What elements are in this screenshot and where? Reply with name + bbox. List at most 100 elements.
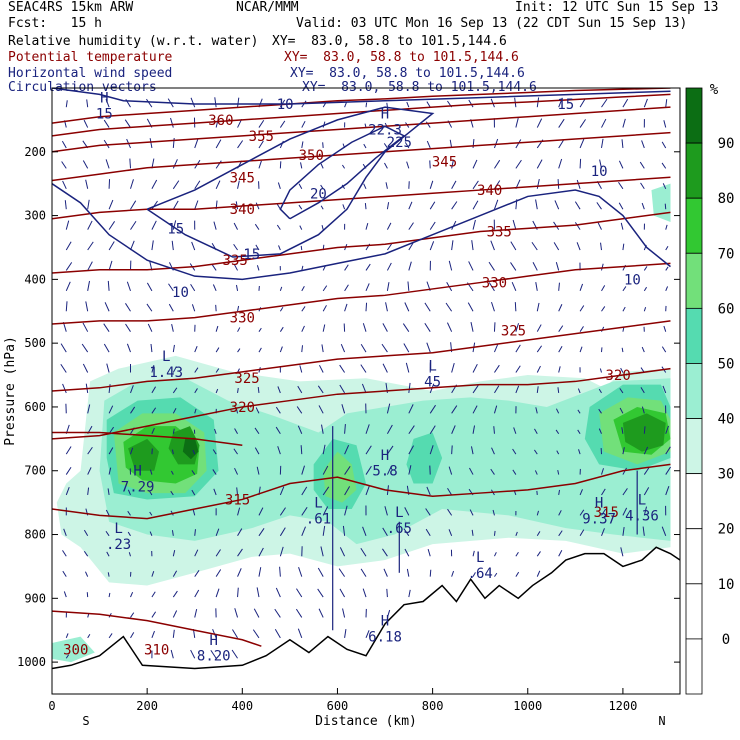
vector-arrow — [191, 304, 196, 312]
vector-arrow — [108, 467, 112, 475]
vector-arrow — [429, 569, 432, 577]
theta-label: 330 — [482, 276, 507, 292]
vector-arrow — [472, 405, 478, 414]
institution-label: NCAR/MMM — [236, 0, 299, 15]
vector-arrow — [579, 529, 585, 537]
vector-arrow — [322, 444, 326, 455]
vector-arrow — [105, 530, 110, 537]
vector-arrow — [472, 180, 479, 190]
vector-arrow — [254, 427, 260, 435]
vector-arrow — [536, 510, 539, 516]
vector-arrow — [532, 262, 538, 271]
theta-label: 345 — [230, 170, 255, 186]
vector-arrow — [665, 224, 668, 230]
colorbar-label: 30 — [718, 467, 735, 483]
vector-arrow — [555, 408, 560, 414]
vector-arrow — [297, 385, 303, 394]
vector-arrow — [344, 505, 348, 516]
vector-arrow — [171, 530, 174, 536]
vector-arrow — [451, 180, 457, 190]
vector-arrow — [472, 572, 476, 577]
vector-arrow — [386, 262, 392, 271]
colorbar-label: 10 — [718, 577, 735, 593]
colorbar-label: 20 — [718, 522, 735, 538]
rh-region-40 — [99, 378, 671, 545]
theta-contour-335 — [52, 211, 671, 274]
vector-arrow — [301, 506, 308, 516]
vector-arrow — [451, 570, 455, 577]
vector-arrow — [601, 488, 606, 496]
vector-arrow — [406, 101, 410, 108]
vector-arrow — [536, 118, 543, 128]
vector-arrow — [275, 406, 281, 414]
vector-arrow — [512, 469, 517, 475]
x-tick-label: 200 — [136, 699, 158, 713]
vector-arrow — [386, 403, 391, 414]
vector-arrow — [258, 567, 262, 577]
vector-arrow — [274, 629, 281, 639]
vector-arrow — [490, 468, 495, 475]
vector-arrow — [279, 527, 286, 537]
vector-arrow — [317, 588, 324, 598]
vector-arrow — [429, 241, 435, 251]
colorbar-box — [685, 307, 703, 364]
rh-region-50 — [406, 432, 443, 484]
vector-arrow — [386, 202, 390, 210]
vector-arrow — [320, 546, 324, 557]
theta-label: 325 — [234, 371, 259, 387]
vector-arrow — [424, 302, 431, 312]
vector-arrow — [87, 487, 90, 496]
vector-arrow — [342, 608, 346, 618]
vector-arrow — [237, 348, 241, 353]
vector-arrow — [643, 467, 650, 475]
vector-arrow — [515, 531, 518, 536]
vector-arrow — [127, 489, 131, 496]
vector-arrow — [235, 284, 239, 291]
vector-arrow — [254, 447, 260, 455]
vector-arrow — [168, 283, 174, 292]
vector-arrow — [536, 178, 540, 189]
vector-arrow — [661, 346, 667, 353]
vector-arrow — [536, 531, 541, 537]
vector-arrow — [425, 508, 431, 516]
y-tick-label: 800 — [24, 528, 46, 542]
vector-arrow — [406, 161, 410, 169]
vector-arrow — [151, 364, 155, 373]
vector-arrow — [557, 179, 560, 189]
vector-arrow — [620, 547, 624, 557]
vector-arrow — [598, 428, 602, 434]
wind-label: 10 — [624, 272, 641, 288]
vector-arrow — [365, 263, 371, 271]
vector-arrow — [124, 119, 131, 128]
vector-arrow — [194, 589, 200, 598]
extremum-value: 45 — [424, 374, 441, 390]
vector-arrow — [665, 266, 669, 271]
vector-arrow — [65, 301, 68, 312]
vector-arrow — [579, 346, 583, 353]
vector-arrow — [190, 283, 196, 292]
vector-arrow — [105, 509, 110, 516]
vector-arrow — [258, 119, 265, 128]
vector-arrow — [618, 181, 624, 190]
vector-arrow — [493, 426, 495, 434]
vector-arrow — [446, 322, 453, 332]
vector-arrow — [300, 445, 303, 455]
extremum-value: 8.20 — [197, 649, 231, 665]
vector-arrow — [467, 302, 474, 312]
vector-arrow — [87, 467, 92, 475]
vector-arrow — [362, 588, 367, 598]
circulation-vectors — [60, 97, 672, 659]
vector-arrow — [342, 164, 346, 169]
vector-arrow — [130, 220, 137, 230]
vector-arrow — [108, 260, 113, 271]
vector-arrow — [233, 448, 238, 455]
colorbar-unit: % — [710, 82, 719, 98]
vector-arrow — [235, 201, 239, 210]
vector-arrow — [321, 344, 324, 353]
vector-arrow — [279, 306, 284, 312]
vector-arrow — [641, 406, 645, 414]
vector-arrow — [149, 469, 153, 475]
vector-arrow — [386, 282, 390, 291]
vector-arrow — [81, 343, 89, 353]
